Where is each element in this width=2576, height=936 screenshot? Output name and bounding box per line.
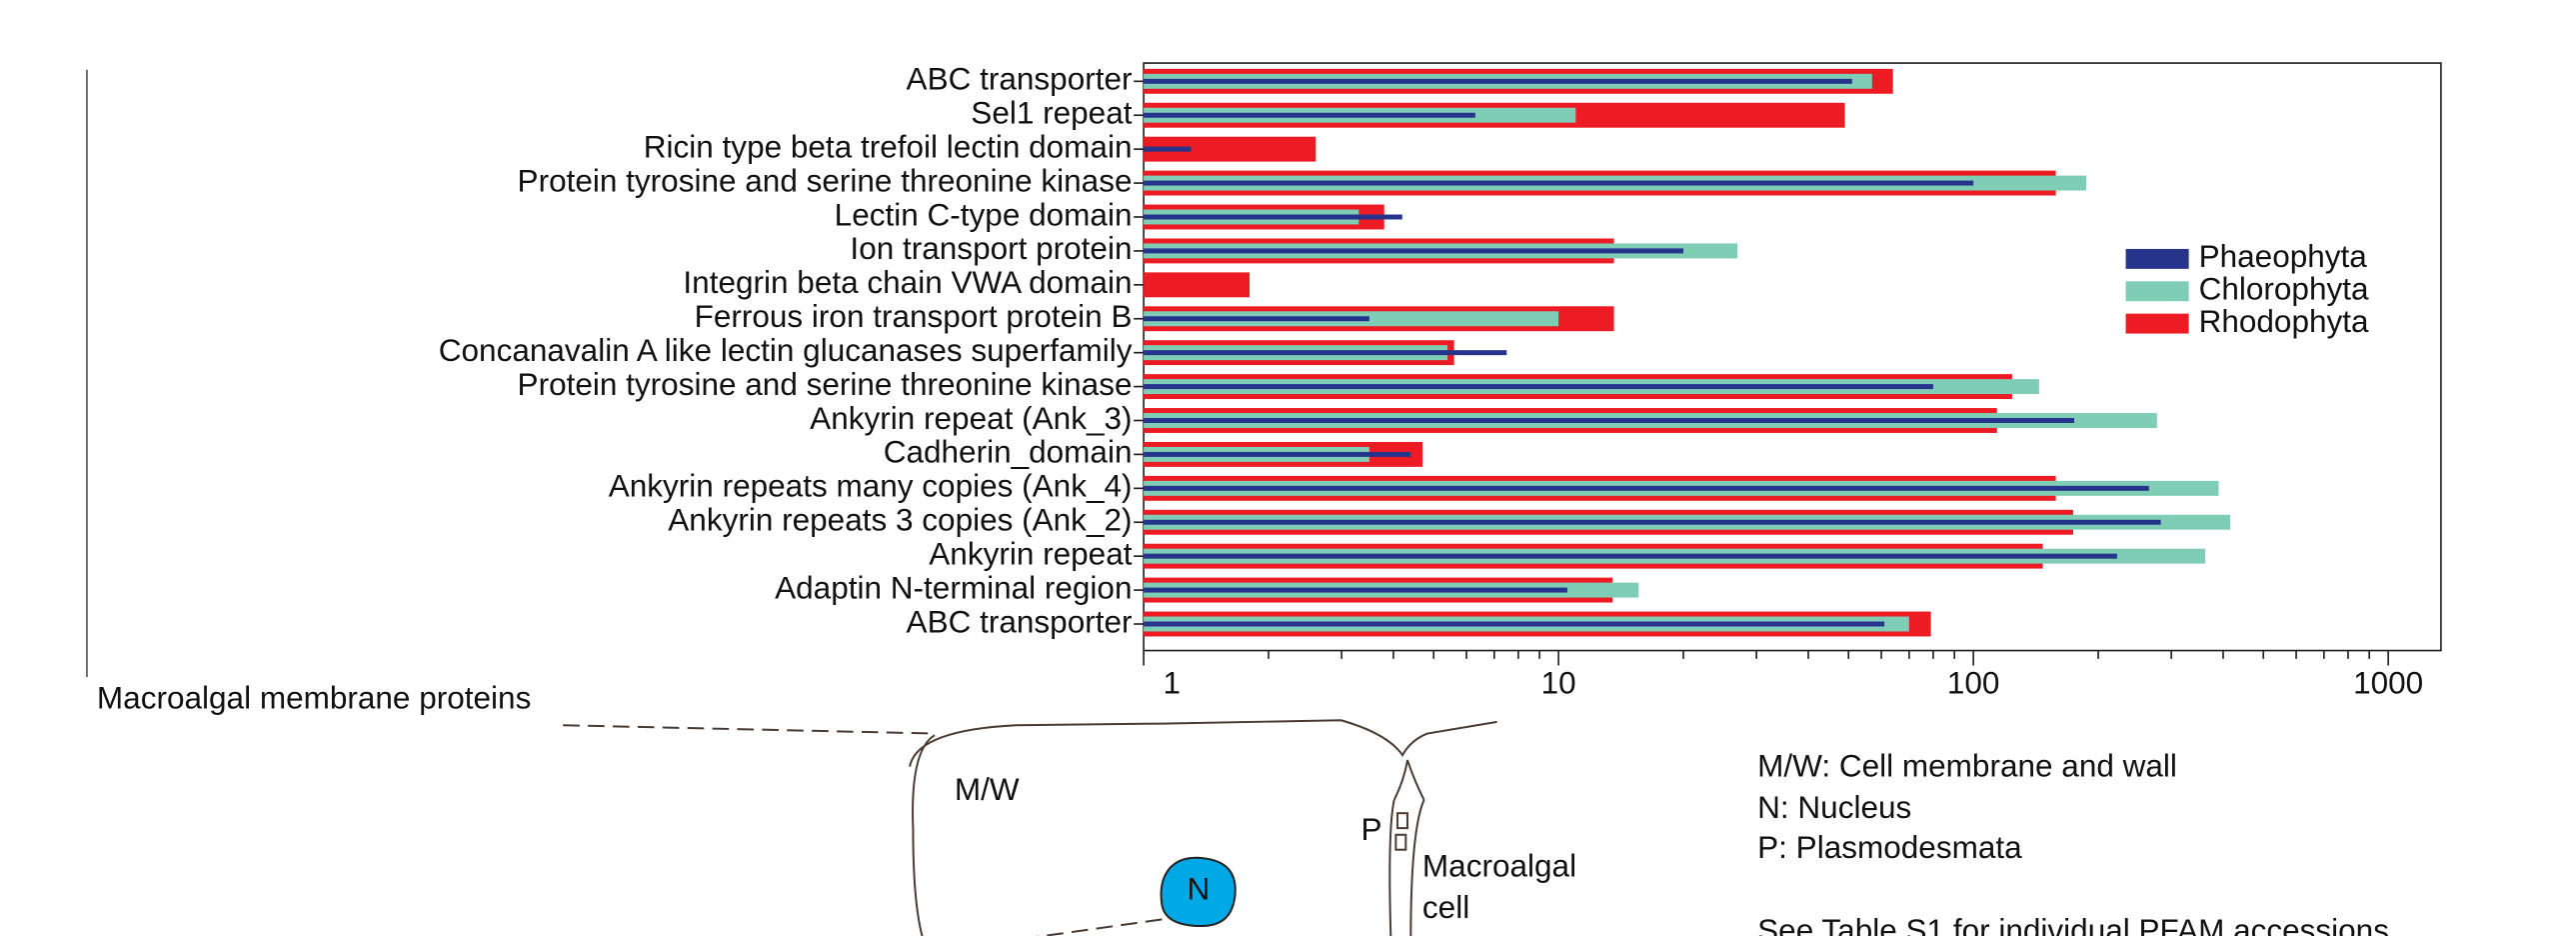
note: P: Plasmodesmata <box>1757 829 2022 865</box>
y-tick-label: Ricin type beta trefoil lectin domain <box>644 128 1133 164</box>
legend-label: Phaeophyta <box>2199 238 2368 274</box>
bar <box>1144 78 1852 84</box>
y-tick-label: ABC transporter <box>907 603 1133 639</box>
note: M/W: Cell membrane and wall <box>1757 748 2177 784</box>
y-tick-label: Lectin C-type domain <box>835 196 1133 232</box>
bar <box>1144 519 2161 525</box>
bar <box>1144 112 1475 118</box>
bar <box>1144 248 1684 254</box>
y-tick-label: Integrin beta chain VWA domain <box>683 264 1132 300</box>
note: See Table S1 for individual PFAM accessi… <box>1757 912 2389 936</box>
wall-label: M/W <box>955 771 1020 807</box>
bar <box>1144 180 1974 186</box>
bar <box>1144 621 1885 627</box>
bar <box>1144 418 2075 423</box>
bar <box>1144 553 2117 559</box>
plasmodesma <box>1394 833 1407 851</box>
legend-label: Chlorophyta <box>2199 271 2369 307</box>
bar <box>1144 451 1411 457</box>
note: N: Nucleus <box>1757 789 1911 825</box>
y-tick-label: Ferrous iron transport protein B <box>695 298 1133 334</box>
cell-diagram <box>563 719 1497 936</box>
y-tick-label: Cadherin_domain <box>884 434 1133 470</box>
y-tick-label: Concanavalin A like lectin glucanases su… <box>439 332 1133 368</box>
cell-wall-right <box>1388 799 1425 936</box>
y-tick-label: ABC transporter <box>907 61 1133 97</box>
cell-wall-neck <box>1392 759 1425 801</box>
y-tick-label: Adaptin N-terminal region <box>775 569 1132 605</box>
bar <box>1144 272 1251 298</box>
diagram-title: Macroalgal membrane proteins <box>97 680 531 716</box>
cell-wall-left <box>912 734 936 936</box>
y-tick-label: Protein tyrosine and serine threonine ki… <box>518 366 1133 402</box>
x-tick-label: 1000 <box>2353 665 2423 701</box>
leader-line <box>1036 918 1163 936</box>
bar <box>1144 214 1402 220</box>
cell-label: Macroalgal <box>1422 847 1576 883</box>
y-tick-label: Ankyrin repeat <box>929 535 1132 571</box>
bar <box>1144 587 1567 593</box>
y-tick-label: Ankyrin repeats 3 copies (Ank_2) <box>668 502 1132 538</box>
x-tick-label: 1 <box>1164 665 1182 701</box>
cell-label: cell <box>1422 889 1469 925</box>
y-tick-label: Ion transport protein <box>850 230 1132 266</box>
plasmodesmata-label: P <box>1361 811 1382 847</box>
bar <box>1144 350 1507 356</box>
plasmodesma <box>1396 812 1408 830</box>
nucleus-label: N <box>1188 871 1211 907</box>
legend-swatch <box>2125 313 2189 334</box>
y-tick-label: Protein tyrosine and serine threonine ki… <box>518 162 1133 198</box>
legend-swatch <box>2125 248 2189 269</box>
bar <box>1144 384 1933 390</box>
x-tick-label: 100 <box>1947 665 2000 701</box>
x-tick-label: 10 <box>1541 665 1576 701</box>
legend-label: Rhodophyta <box>2199 303 2369 339</box>
nucleus <box>1160 856 1237 928</box>
bar <box>1144 146 1192 152</box>
leader-line <box>563 724 936 735</box>
y-tick-label: Sel1 repeat <box>971 95 1132 131</box>
bar <box>1144 316 1369 322</box>
legend-swatch <box>2125 281 2189 302</box>
y-tick-label: Ankyrin repeats many copies (Ank_4) <box>609 468 1133 504</box>
bar <box>1144 485 2149 491</box>
cell-wall-top <box>909 719 1497 767</box>
y-tick-label: Ankyrin repeat (Ank_3) <box>810 400 1132 436</box>
